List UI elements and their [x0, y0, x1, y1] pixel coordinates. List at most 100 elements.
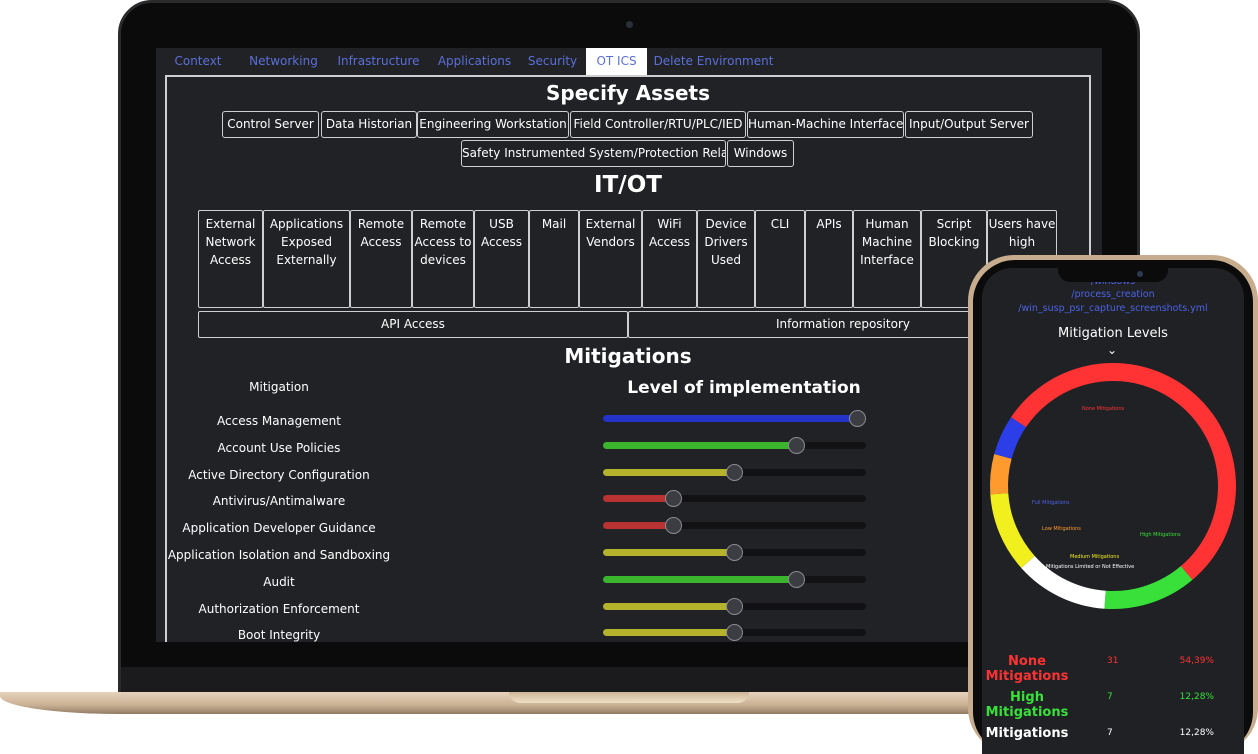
itot-option[interactable]: USB Access [474, 210, 529, 308]
itot-option[interactable]: APIs [805, 210, 853, 308]
donut-slice-none-mitigations[interactable] [1011, 363, 1236, 580]
slider-handle[interactable] [726, 544, 743, 561]
mitigation-name: Active Directory Configuration [188, 467, 370, 482]
stat-name: High Mitigations [985, 690, 1069, 720]
laptop-bezel [121, 667, 1137, 693]
stat-name: Mitigations [985, 726, 1069, 741]
itot-option[interactable]: External Network Access [198, 210, 263, 308]
mitigation-column-header: Mitigation [249, 380, 309, 394]
asset-button[interactable]: Input/Output Server [905, 111, 1033, 138]
slider-fill [603, 495, 673, 503]
itot-option[interactable]: CLI [755, 210, 805, 308]
slider-handle[interactable] [726, 463, 743, 481]
slider-fill [603, 522, 673, 530]
stat-count: 31 [1107, 656, 1119, 666]
itot-option[interactable]: Human Machine Interface [853, 210, 921, 308]
itot-title: IT/OT [594, 172, 662, 198]
itot-option[interactable]: Remote Access [350, 210, 412, 308]
assets-title: Specify Assets [545, 81, 710, 105]
itot-option[interactable]: Remote Access to devices [412, 210, 474, 308]
donut-slice-full-mitigations[interactable] [994, 417, 1026, 459]
tab-context[interactable]: Context [174, 54, 222, 68]
slider-fill [603, 549, 734, 556]
laptop-camera-icon [626, 21, 633, 28]
tab-applications[interactable]: Applications [437, 54, 512, 68]
asset-button[interactable]: Data Historian [321, 111, 417, 138]
tab-security[interactable]: Security [527, 54, 578, 68]
donut-slice-high-mitigations[interactable] [1104, 566, 1193, 609]
level-column-header: Level of implementation [627, 378, 861, 398]
itot-option[interactable]: Script Blocking [921, 210, 987, 308]
donut-slice-mitigations-limited-or-not-effective[interactable] [1021, 555, 1106, 609]
rule-path-3[interactable]: /win_susp_psr_capture_screenshots.yml [1018, 303, 1208, 314]
slider-handle[interactable] [726, 624, 743, 642]
implementation-slider[interactable] [603, 410, 866, 427]
mitigation-name: Boot Integrity [237, 628, 321, 642]
slider-fill [603, 575, 796, 583]
donut-legend-label: Medium Mitigations [1070, 554, 1120, 560]
itot-option[interactable]: Device Drivers Used [697, 210, 755, 308]
slider-fill [603, 602, 734, 610]
donut-slice-medium-mitigations[interactable] [990, 493, 1035, 568]
slider-fill [603, 441, 796, 449]
slider-handle[interactable] [665, 517, 682, 535]
itot-option[interactable]: Applications Exposed Externally [263, 210, 350, 308]
implementation-slider[interactable] [603, 463, 866, 481]
mitigation-donut-chart [990, 363, 1236, 609]
mitigations-title: Mitigations [564, 344, 692, 368]
stat-percentage: 12,28% [1179, 692, 1214, 702]
itot-option[interactable]: External Vendors [579, 210, 642, 308]
slider-handle[interactable] [788, 436, 805, 454]
tab-ot-ics[interactable]: OT ICS [586, 48, 647, 75]
asset-button[interactable]: Field Controller/RTU/PLC/IED [570, 111, 746, 138]
mitigation-name: Authorization Enforcement [198, 601, 360, 616]
asset-button[interactable]: Safety Instrumented System/Protection Re… [461, 140, 726, 167]
slider-handle[interactable] [788, 570, 805, 588]
tab-bar: Context Networking Infrastructure Applicati… [156, 48, 1102, 75]
tab-networking[interactable]: Networking [249, 54, 318, 68]
implementation-slider[interactable] [603, 490, 866, 508]
stat-count: 7 [1107, 692, 1113, 702]
itot-option-wide[interactable]: API Access [198, 311, 628, 338]
asset-button[interactable]: Human-Machine Interface [747, 111, 904, 138]
mitigation-name: Application Isolation and Sandboxing [167, 548, 391, 562]
mitigation-name: Application Developer Guidance [182, 521, 376, 536]
mitigation-name: Access Management [217, 414, 341, 428]
implementation-slider[interactable] [603, 624, 866, 642]
implementation-slider[interactable] [603, 517, 866, 535]
asset-button[interactable]: Windows [727, 140, 794, 167]
dynamic-island [1058, 268, 1168, 282]
implementation-slider[interactable] [603, 597, 866, 615]
donut-legend-label: Low Mitigations [1042, 526, 1081, 532]
donut-legend-label: High Mitigations [1140, 532, 1181, 538]
laptop-screen: Context Networking Infrastructure Applicati… [156, 48, 1102, 642]
itot-option[interactable]: Mail [529, 210, 579, 308]
phone-camera-icon [1137, 271, 1143, 277]
donut-legend-label: Mitigations Limited or Not Effective [1046, 564, 1135, 570]
slider-fill [603, 415, 857, 422]
chevron-down-icon[interactable]: ⌄ [1107, 343, 1118, 357]
slider-handle[interactable] [665, 490, 682, 508]
implementation-slider[interactable] [603, 436, 866, 454]
slider-fill [603, 468, 734, 476]
tab-infrastructure[interactable]: Infrastructure [337, 54, 420, 68]
phone-screen: /windows /process_creation /win_susp_psr… [982, 268, 1244, 754]
chart-title: Mitigation Levels [1058, 326, 1168, 341]
slider-handle[interactable] [849, 410, 866, 427]
tab-delete-environment[interactable]: Delete Environment [653, 54, 774, 68]
implementation-slider[interactable] [603, 570, 866, 588]
implementation-slider[interactable] [603, 544, 866, 561]
itot-option[interactable]: WiFi Access [642, 210, 697, 308]
asset-button[interactable]: Engineering Workstation [417, 111, 569, 138]
slider-handle[interactable] [726, 597, 743, 615]
rule-path-2[interactable]: /process_creation [1071, 289, 1155, 300]
mitigation-name: Antivirus/Antimalware [212, 494, 346, 509]
donut-slice-low-mitigations[interactable] [990, 454, 1012, 495]
slider-fill [603, 629, 734, 637]
mitigation-name: Account Use Policies [217, 440, 341, 455]
asset-button[interactable]: Control Server [222, 111, 319, 138]
mitigation-name: Audit [263, 574, 295, 589]
stat-percentage: 54,39% [1179, 656, 1214, 666]
laptop-base [0, 692, 1258, 714]
